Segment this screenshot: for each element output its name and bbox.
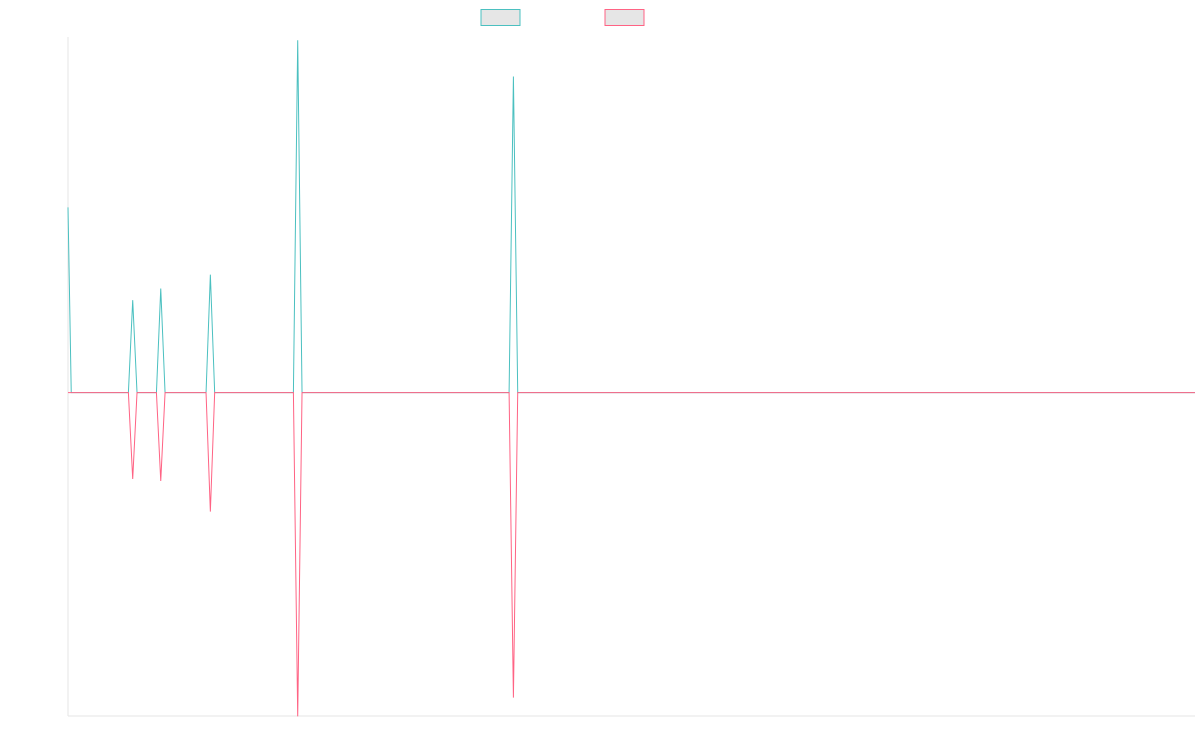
series-1-line [67, 40, 1195, 394]
series-2-line [68, 392, 1195, 717]
legend [480, 9, 645, 26]
legend-swatch-series-1[interactable] [480, 9, 521, 26]
legend-swatch-series-2[interactable] [604, 9, 645, 26]
axes [67, 37, 1195, 717]
series-layer [67, 40, 1195, 717]
